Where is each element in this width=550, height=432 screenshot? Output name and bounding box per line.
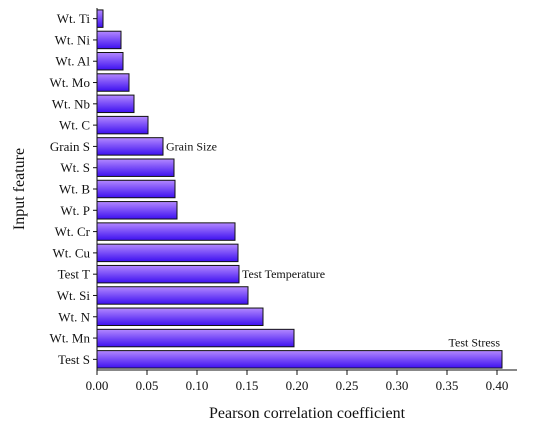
y-tick-label-wt-nb: Wt. Nb <box>52 96 90 111</box>
x-tick-label: 0.05 <box>136 378 159 393</box>
y-tick-label-wt-n: Wt. N <box>58 309 90 324</box>
bar-test-s <box>96 350 503 369</box>
bar-wt-mo <box>96 73 130 92</box>
x-tick-label: 0.10 <box>186 378 209 393</box>
bar-wt-b <box>96 179 176 199</box>
y-tick-label-wt-p: Wt. P <box>60 203 90 218</box>
annotations-layer: Grain Size Test Temperature Test Stress <box>166 139 500 349</box>
bar-wt-c <box>96 115 149 135</box>
y-tick-label-wt-mo: Wt. Mo <box>50 75 90 90</box>
bar-grain-s <box>96 137 164 156</box>
bar-wt-al <box>96 52 124 71</box>
x-tick-label: 0.40 <box>486 378 509 393</box>
y-tick-label-test-s: Test S <box>58 352 90 367</box>
bar-wt-ti <box>96 9 104 28</box>
y-tick-label-grain-s: Grain S <box>50 139 90 154</box>
bars-layer <box>96 9 503 369</box>
y-tick-label-wt-ti: Wt. Ti <box>57 11 91 26</box>
bar-wt-mn <box>96 328 295 348</box>
annotation-grain-size: Grain Size <box>166 139 217 153</box>
x-tick-label: 0.30 <box>386 378 409 393</box>
y-tick-label-wt-mn: Wt. Mn <box>50 331 91 346</box>
y-tick-label-wt-s: Wt. S <box>60 160 90 175</box>
y-tick-label-wt-b: Wt. B <box>59 182 90 197</box>
annotation-test-stress: Test Stress <box>449 336 501 350</box>
y-tick-label-wt-ni: Wt. Ni <box>55 32 91 47</box>
bar-wt-ni <box>96 30 122 50</box>
x-tick-label: 0.00 <box>86 378 109 393</box>
bar-wt-si <box>96 286 249 305</box>
annotation-test-temperature: Test Temperature <box>242 267 325 281</box>
bar-wt-nb <box>96 94 135 114</box>
x-tick-label: 0.25 <box>336 378 359 393</box>
bar-wt-cu <box>96 243 239 263</box>
x-tick-label: 0.20 <box>286 378 309 393</box>
y-tick-label-wt-al: Wt. Al <box>55 54 90 69</box>
y-tick-label-wt-cr: Wt. Cr <box>55 224 91 239</box>
y-tick-label-test-t: Test T <box>58 267 90 282</box>
x-tick-label: 0.35 <box>436 378 459 393</box>
x-axis-title: Pearson correlation coefficient <box>209 405 406 422</box>
bar-wt-s <box>96 158 175 177</box>
y-tick-label-wt-si: Wt. Si <box>57 288 91 303</box>
bar-wt-p <box>96 201 178 220</box>
bar-wt-n <box>96 307 264 326</box>
ticks-layer: Wt. Ti Wt. Ni Wt. Al Wt. Mo Wt. Nb Wt. C Grain… <box>50 11 509 393</box>
y-tick-label-wt-c: Wt. C <box>59 118 90 133</box>
x-tick-label: 0.15 <box>236 378 259 393</box>
y-axis-title: Input feature <box>11 148 28 230</box>
bar-test-t <box>96 264 240 284</box>
bar-wt-cr <box>96 222 236 241</box>
y-tick-label-wt-cu: Wt. Cu <box>52 245 90 260</box>
